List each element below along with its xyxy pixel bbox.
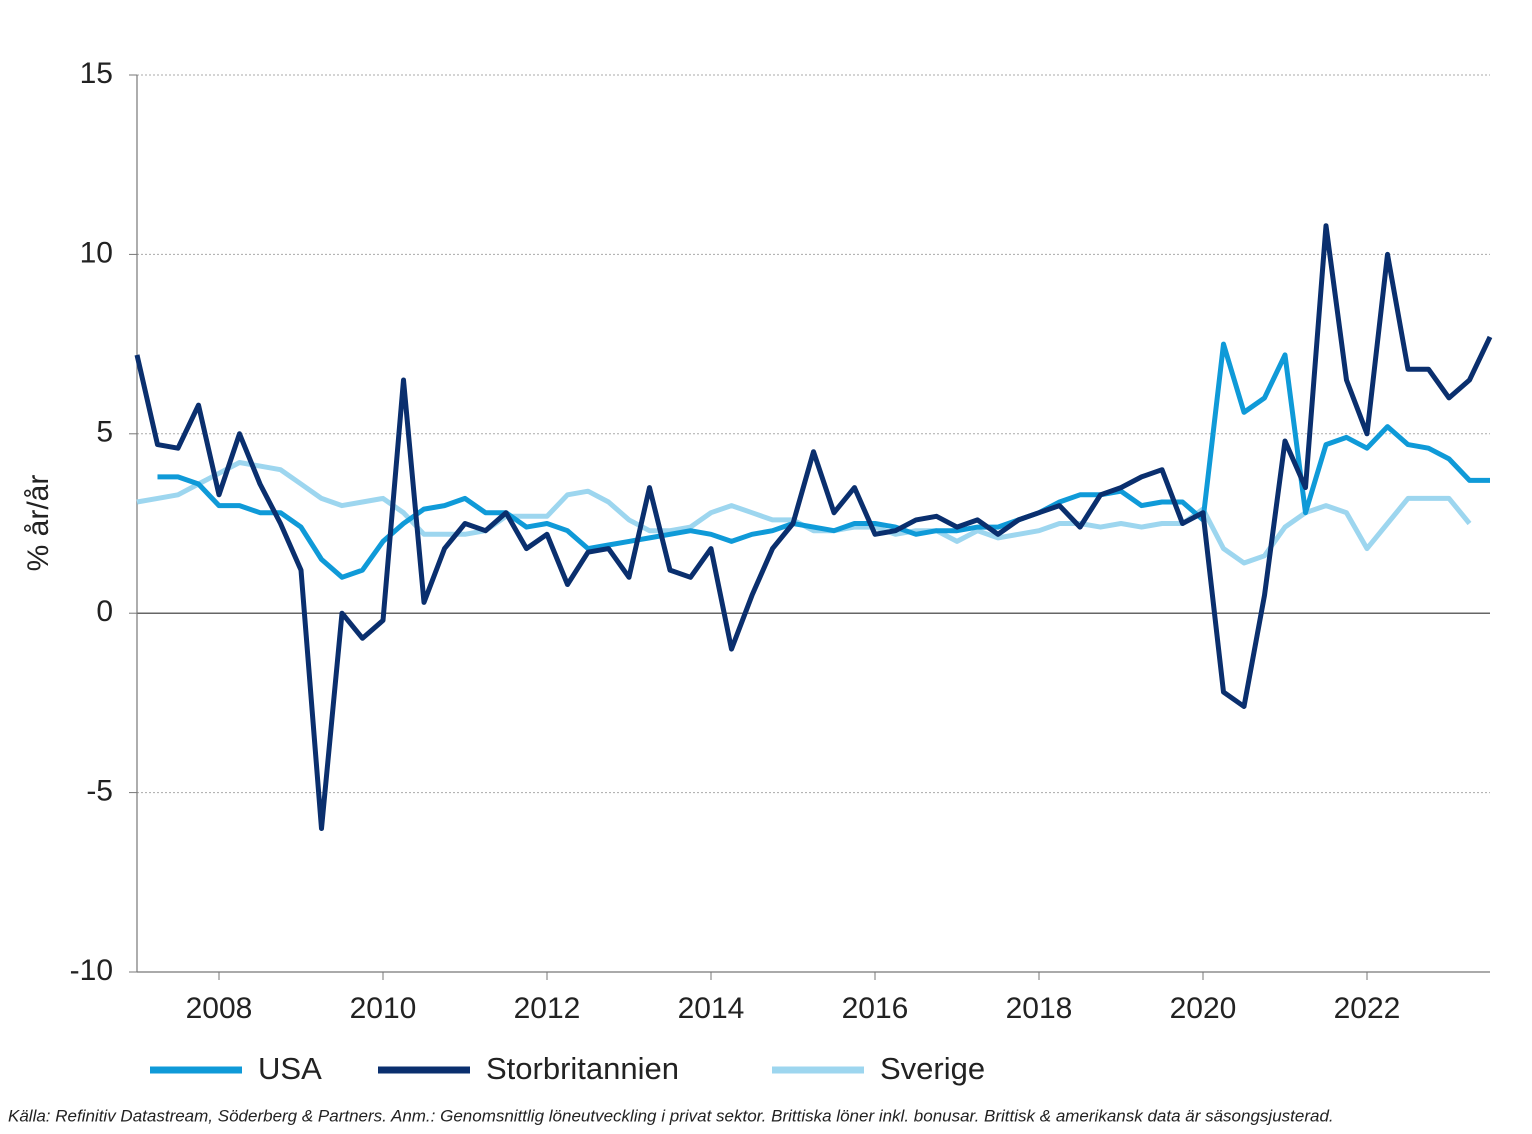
y-tick-label: 15: [80, 57, 113, 90]
x-tick-label: 2012: [514, 992, 581, 1025]
legend-label: Sverige: [880, 1051, 985, 1086]
x-tick-label: 2018: [1006, 992, 1073, 1025]
x-tick-label: 2020: [1170, 992, 1237, 1025]
series-line: [134, 223, 1493, 831]
x-tick-label: 2010: [350, 992, 417, 1025]
source-note: Källa: Refinitiv Datastream, Söderberg &…: [8, 1106, 1334, 1125]
y-tick-label: -10: [70, 954, 113, 987]
x-tick-label: 2008: [186, 992, 253, 1025]
y-tick-label: -5: [86, 775, 113, 808]
x-tick-label: 2016: [842, 992, 909, 1025]
y-tick-label: 10: [80, 236, 113, 269]
x-tick-label: 2022: [1334, 992, 1401, 1025]
y-tick-label: 5: [96, 416, 113, 449]
series-line: [157, 341, 1490, 580]
legend-label: USA: [258, 1051, 322, 1086]
y-axis-label: % år/år: [22, 475, 55, 572]
y-tick-label: 0: [96, 595, 113, 628]
legend-label: Storbritannien: [486, 1051, 679, 1086]
x-tick-label: 2014: [678, 992, 745, 1025]
